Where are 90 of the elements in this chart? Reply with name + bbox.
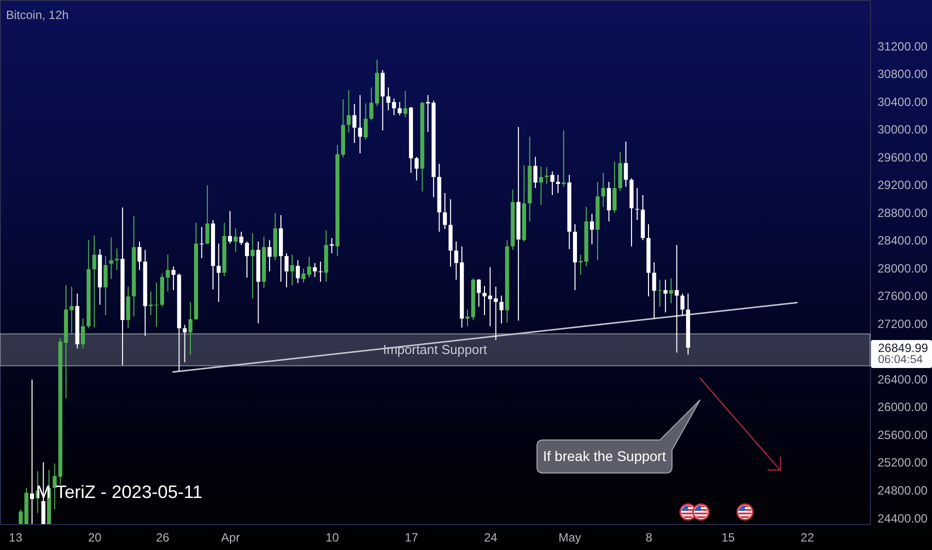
text: 06:04:54: [878, 354, 923, 367]
candlestick: [166, 254, 170, 292]
y-tick-label: 27200.00: [878, 316, 928, 331]
y-tick-label: 26000.00: [878, 400, 928, 414]
candlestick: [669, 278, 674, 304]
candlestick: [663, 279, 668, 313]
candlestick: [601, 172, 606, 208]
candlestick: [544, 166, 549, 184]
candlestick: [380, 70, 385, 131]
candlestick: [239, 231, 244, 246]
candlestick: [499, 295, 504, 324]
x-tick-label: 8: [646, 530, 653, 544]
y-tick-label: 27600.00: [878, 289, 928, 304]
candlestick: [30, 379, 34, 524]
x-tick-label: 22: [800, 530, 814, 544]
candlestick: [114, 248, 119, 270]
y-tick-label: 24400.00: [878, 511, 928, 526]
candlestick: [92, 234, 96, 328]
y-tick-label: 24800.00: [878, 483, 928, 498]
candlestick: [138, 241, 142, 270]
candlestick: [126, 286, 130, 329]
y-tick-label: 30000.00: [878, 122, 928, 137]
candlestick: [352, 104, 356, 144]
x-tick-label: 13: [8, 530, 23, 544]
candlestick: [533, 156, 538, 189]
candlestick: [250, 232, 255, 299]
candlestick: [228, 210, 232, 244]
candlestick: [680, 293, 684, 316]
candlestick: [205, 184, 210, 245]
y-tick-label: 26400.00: [878, 372, 928, 386]
candlestick: [346, 90, 351, 134]
candlestick: [364, 102, 368, 140]
candlestick: [268, 240, 272, 272]
candlestick: [398, 102, 402, 116]
candlestick: [182, 324, 187, 363]
x-tick-label: 10: [326, 530, 340, 544]
candlestick: [550, 170, 554, 196]
candlestick: [658, 279, 662, 308]
candlestick: [296, 260, 300, 284]
x-tick-label: 15: [721, 530, 736, 544]
candlestick: [556, 174, 560, 194]
candlestick: [171, 266, 176, 291]
x-tick-label: Apr: [221, 530, 240, 544]
candlestick: [52, 463, 57, 510]
y-tick-label: 25200.00: [878, 456, 928, 470]
y-tick-label: 31200.00: [878, 39, 928, 54]
candlestick: [494, 286, 498, 341]
candlestick: [562, 130, 566, 188]
y-tick-label: 28000.00: [878, 261, 928, 276]
candlestick: [652, 262, 656, 320]
text: 26849.99: [878, 341, 928, 355]
candlestick: [290, 254, 294, 286]
candlestick: [188, 301, 192, 356]
candlestick: [414, 156, 419, 181]
candlestick: [539, 166, 544, 206]
y-tick-label: 29600.00: [878, 150, 928, 164]
candlestick: [442, 192, 447, 230]
x-tick-label: 24: [484, 530, 498, 544]
candlestick: [80, 318, 85, 349]
candlestick: [612, 161, 617, 214]
candlestick: [216, 243, 221, 302]
y-tick-label: 30800.00: [878, 67, 928, 82]
candlestick: [606, 181, 611, 222]
y-tick-label: 25600.00: [878, 428, 928, 442]
candlestick: [476, 278, 481, 308]
candlestick: [403, 90, 408, 118]
candlestick: [284, 252, 289, 288]
candlestick: [18, 508, 23, 524]
candlestick: [200, 226, 204, 259]
y-tick-label: 28400.00: [878, 234, 928, 248]
candlestick: [578, 254, 583, 276]
candlestick: [454, 241, 458, 280]
x-tick-label: 17: [404, 530, 418, 544]
candlestick: [234, 228, 238, 252]
x-tick-label: 20: [88, 530, 102, 544]
band-label: Important Support: [382, 342, 488, 357]
candlestick: [244, 241, 249, 278]
y-tick-label: 30400.00: [878, 94, 928, 109]
candlestick: [674, 244, 679, 354]
text: Bitcoin, 12h: [6, 8, 69, 22]
y-tick-label: 29200.00: [878, 178, 928, 192]
candlestick: [104, 256, 108, 316]
annotation: If break the Support: [542, 448, 667, 465]
y-tick-label: 28800.00: [878, 206, 928, 220]
candlestick: [590, 213, 594, 245]
x-tick-label: May: [558, 530, 582, 544]
candlestick: [358, 94, 362, 154]
x-tick-label: 26: [156, 530, 170, 544]
candlestick: [312, 262, 317, 278]
candlestick: [624, 141, 628, 188]
